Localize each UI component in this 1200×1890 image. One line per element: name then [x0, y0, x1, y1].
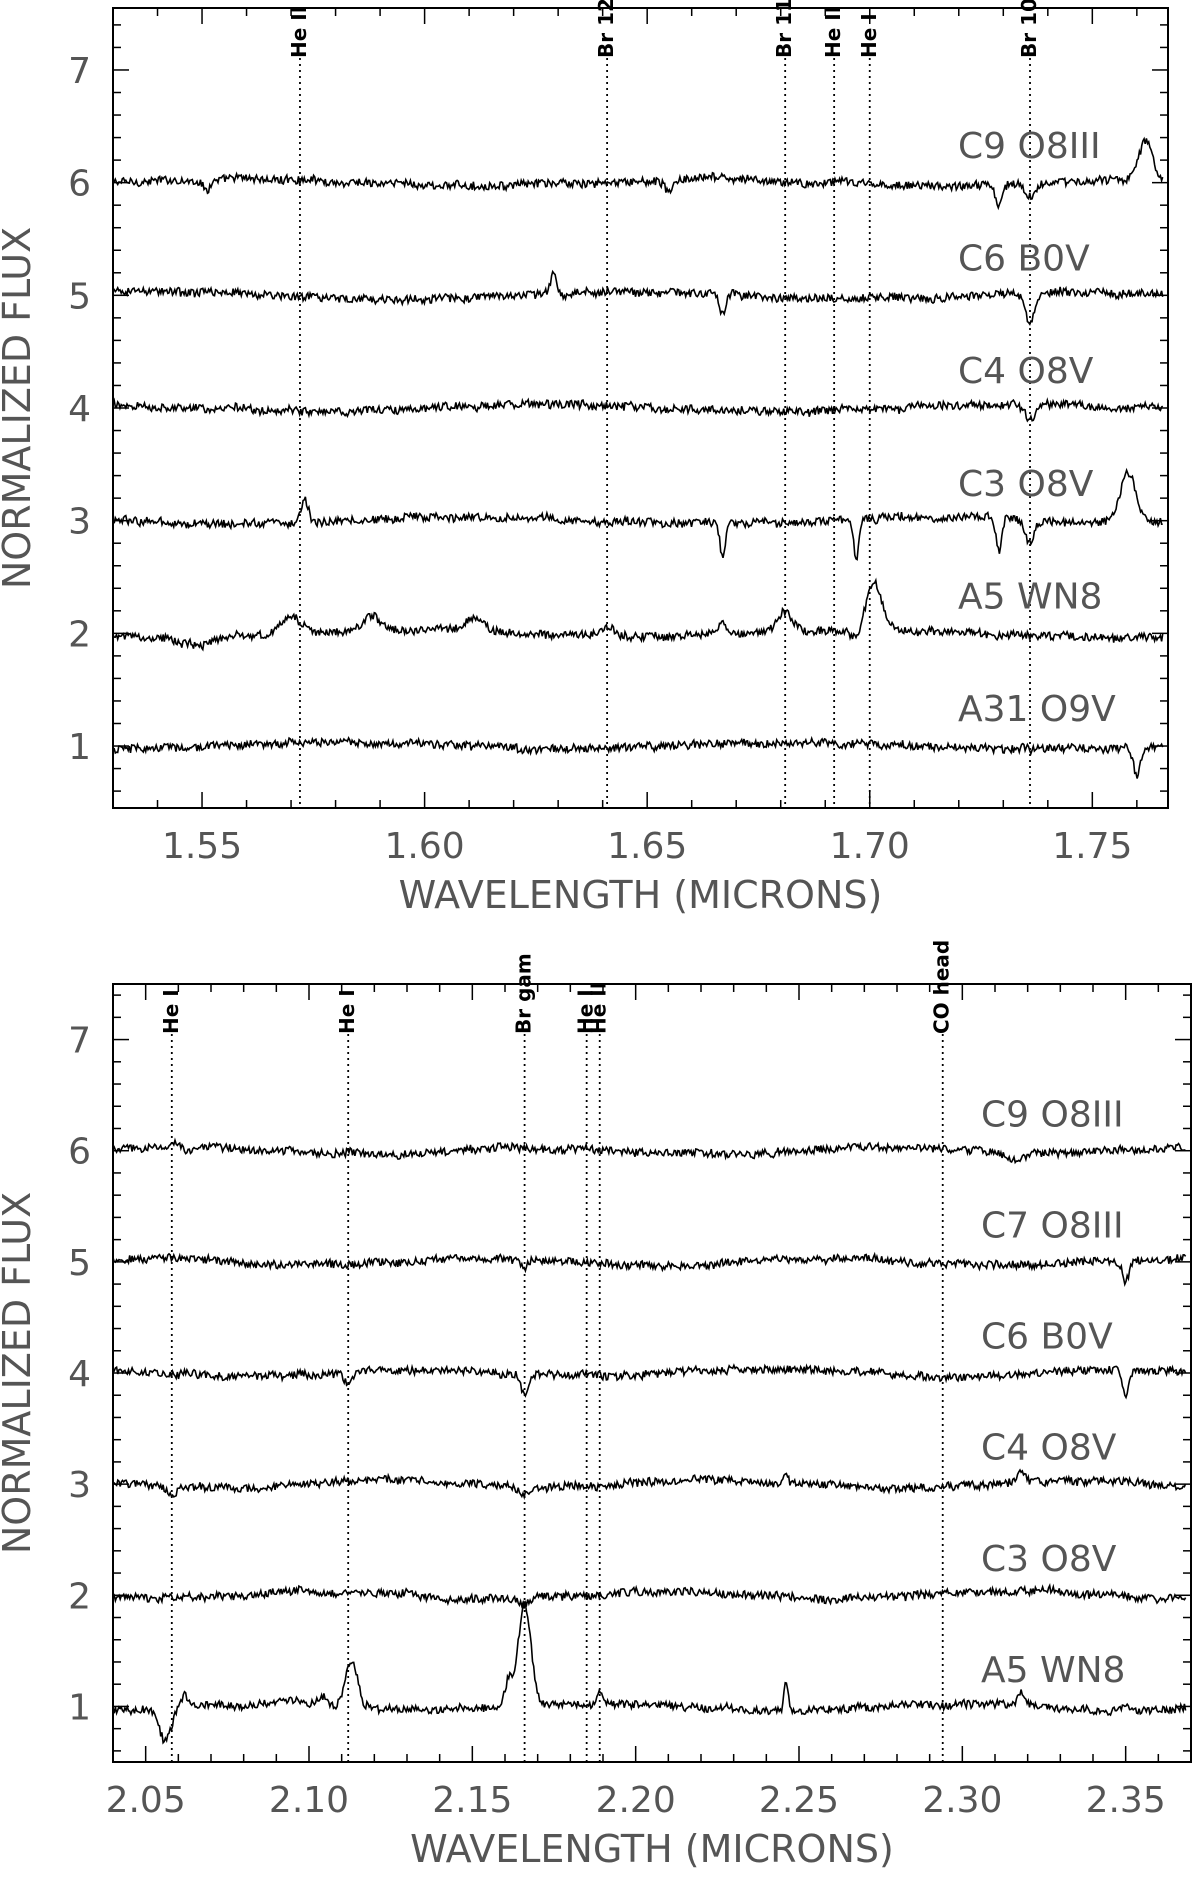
series-label: C3 O8V — [981, 1539, 1117, 1580]
line-marker-label: He I — [857, 13, 881, 58]
spectrum-line — [112, 136, 1164, 211]
spectrum-line — [112, 1468, 1187, 1501]
x-tick-label: 1.55 — [162, 826, 242, 867]
x-tick-label: 2.30 — [922, 1780, 1002, 1821]
spectrum-line — [112, 735, 1164, 779]
spectrum-line — [112, 1363, 1187, 1400]
line-marker-label: He I — [335, 989, 359, 1034]
y-tick-label: 2 — [68, 614, 91, 655]
spectrum-line — [112, 1137, 1186, 1165]
x-axis-label: WAVELENGTH (MICRONS) — [410, 1827, 894, 1871]
line-marker-label: Br 12 — [594, 0, 618, 58]
panel-h-band: 1.55 1.60 1.65 1.70 1.75 1 2 3 4 5 6 7 WAVELENGTH (M… — [0, 0, 1169, 917]
series-label: A31 O9V — [958, 689, 1116, 730]
x-axis-label: WAVELENGTH (MICRONS) — [399, 873, 883, 917]
panel-k-band: 2.05 2.10 2.15 2.20 2.25 2.30 2.35 1 2 3 4 5 6 7 WAVEL… — [0, 940, 1192, 1871]
y-tick-label: 4 — [68, 389, 91, 430]
line-marker-label: He II — [821, 6, 845, 58]
y-tick-label: 6 — [68, 1132, 91, 1173]
series-label: C6 B0V — [958, 239, 1090, 280]
x-tick-label: 1.65 — [607, 826, 687, 867]
series-label: A5 WN8 — [981, 1650, 1125, 1691]
spectrum-line — [112, 1251, 1187, 1288]
line-marker-label: He I — [159, 989, 183, 1034]
series-label: C4 O8V — [981, 1428, 1117, 1469]
y-tick-label: 4 — [68, 1354, 91, 1395]
spectrum-line — [112, 397, 1164, 423]
series-label: C3 O8V — [958, 464, 1094, 505]
x-tick-label: 2.20 — [596, 1780, 676, 1821]
y-tick-label: 1 — [68, 1687, 91, 1728]
line-marker-label: CO head — [930, 940, 954, 1034]
y-tick-label: 3 — [68, 502, 91, 543]
y-tick-label: 7 — [68, 51, 91, 92]
y-tick-label: 6 — [68, 164, 91, 205]
y-tick-label: 1 — [68, 727, 91, 768]
spectrum-line — [112, 1600, 1187, 1745]
y-tick-label: 5 — [68, 276, 91, 317]
spectrum-line — [112, 1583, 1187, 1609]
series-label: A5 WN8 — [958, 577, 1102, 618]
y-tick-label: 3 — [68, 1465, 91, 1506]
x-tick-label: 1.70 — [830, 826, 910, 867]
x-tick-label: 1.60 — [385, 826, 465, 867]
line-marker-label: Br 10 — [1017, 0, 1041, 58]
spectrum-line — [112, 577, 1164, 652]
y-axis-label: NORMALIZED FLUX — [0, 227, 39, 589]
y-tick-label: 7 — [68, 1021, 91, 1062]
series-label: C4 O8V — [958, 351, 1094, 392]
spectrum-line — [112, 467, 1163, 561]
line-marker-label: Br 11 — [772, 0, 796, 58]
series-label: C9 O8III — [981, 1094, 1124, 1135]
series-label: C7 O8III — [981, 1205, 1124, 1246]
line-marker-label: He II — [587, 982, 611, 1034]
x-tick-label: 2.05 — [106, 1780, 186, 1821]
y-axis-label: NORMALIZED FLUX — [0, 1192, 39, 1554]
x-tick-label: 1.75 — [1052, 826, 1132, 867]
x-tick-label: 2.10 — [269, 1780, 349, 1821]
x-tick-label: 2.35 — [1086, 1780, 1166, 1821]
y-tick-label: 5 — [68, 1243, 91, 1284]
line-marker-label: Br gam — [512, 953, 536, 1034]
x-tick-label: 2.25 — [759, 1780, 839, 1821]
spectrum-line — [112, 269, 1164, 326]
series-label: C6 B0V — [981, 1317, 1113, 1358]
series-label: C9 O8III — [958, 126, 1101, 167]
line-marker-label: He II — [287, 6, 311, 58]
x-tick-label: 2.15 — [432, 1780, 512, 1821]
line-marker-label: He I — [574, 989, 598, 1034]
y-tick-label: 2 — [68, 1576, 91, 1617]
